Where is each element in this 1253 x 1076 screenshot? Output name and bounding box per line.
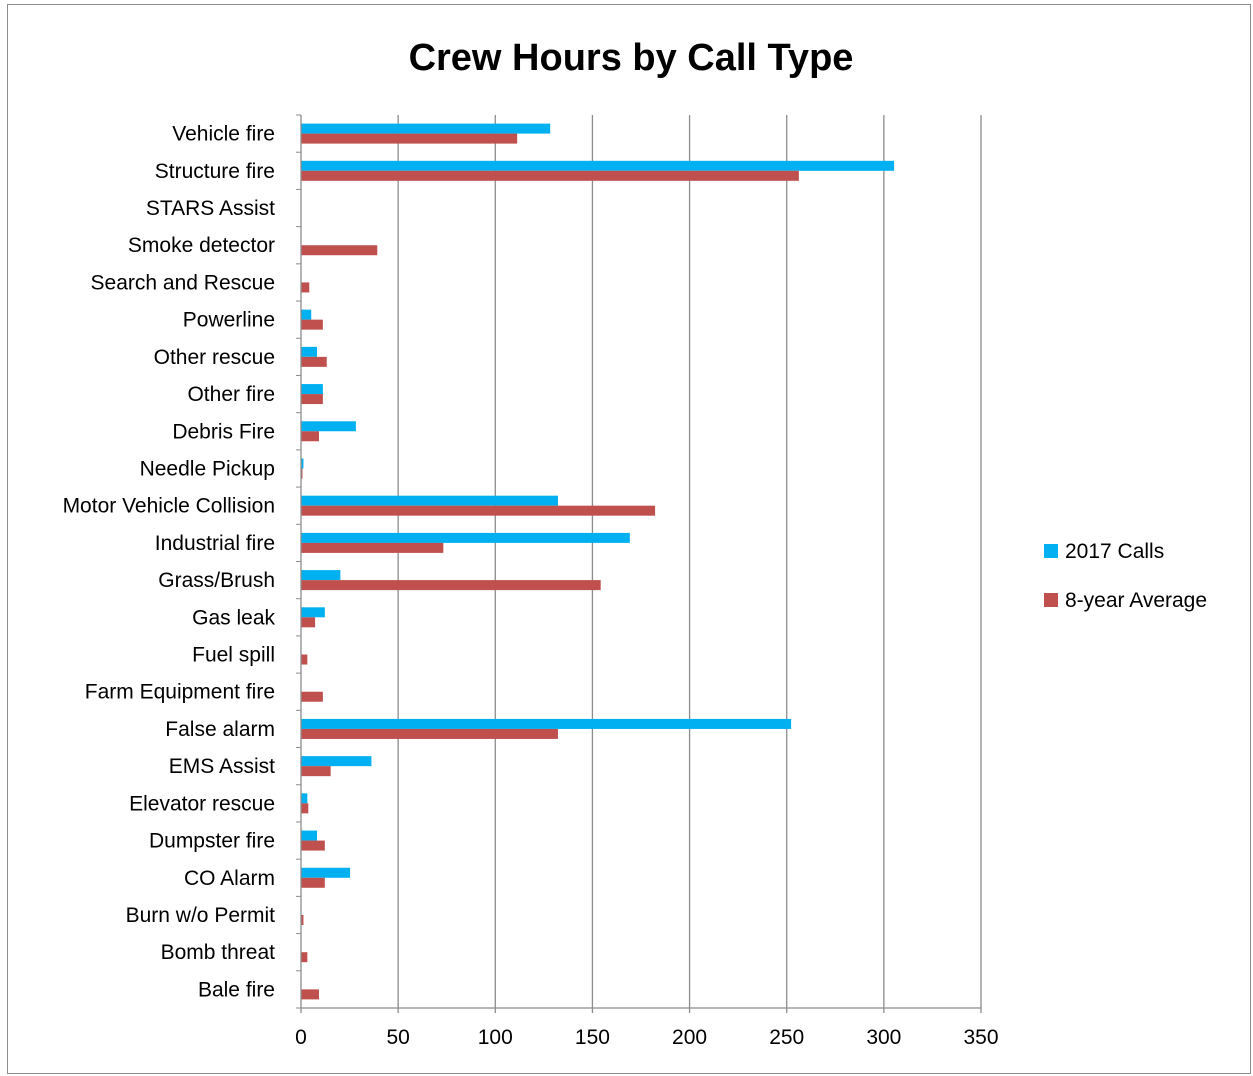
- category-labels: Vehicle fire Structure fire STARS Assist Sm…: [63, 123, 276, 1002]
- bar-2017-calls-other-fire: [301, 384, 323, 395]
- category-label-farm-equipment-fire: Farm Equipment fire: [85, 681, 275, 704]
- category-label-ems-assist: EMS Assist: [169, 755, 275, 778]
- bar-2017-calls-industrial-fire: [301, 532, 630, 543]
- category-label-smoke-detector: Smoke detector: [128, 234, 275, 257]
- category-label-false-alarm: False alarm: [165, 718, 275, 741]
- category-label-debris-fire: Debris Fire: [172, 420, 275, 443]
- bar-2017-calls-needle-pickup: [301, 458, 304, 469]
- category-label-industrial-fire: Industrial fire: [155, 532, 275, 555]
- bar-2017-calls-vehicle-fire: [301, 123, 551, 134]
- x-tick-label-200: 200: [672, 1026, 707, 1049]
- chart-frame: Crew Hours by Call Type Vehicle fire Stru…: [7, 4, 1251, 1074]
- chart-title: Crew Hours by Call Type: [409, 37, 854, 79]
- bar-8-year-average-farm-equipment-fire: [301, 691, 323, 702]
- legend-label-8-year-average: 8-year Average: [1065, 589, 1207, 612]
- bar-8-year-average-bale-fire: [301, 989, 319, 1000]
- category-label-search-and-rescue: Search and Rescue: [91, 271, 275, 294]
- bar-2017-calls-co-alarm: [301, 867, 351, 878]
- bar-8-year-average-smoke-detector: [301, 245, 378, 256]
- x-tick-label-100: 100: [478, 1026, 513, 1049]
- bar-8-year-average-motor-vehicle-collision: [301, 505, 656, 516]
- bar-8-year-average-powerline: [301, 319, 323, 330]
- category-label-other-fire: Other fire: [187, 383, 275, 406]
- category-label-burn-w-o-permit: Burn w/o Permit: [126, 904, 276, 927]
- bar-8-year-average-needle-pickup: [301, 468, 303, 479]
- axes: [296, 114, 982, 1013]
- x-tick-label-300: 300: [866, 1026, 901, 1049]
- category-label-structure-fire: Structure fire: [155, 160, 275, 183]
- bar-8-year-average-burn-w-o-permit: [301, 914, 304, 925]
- category-label-bomb-threat: Bomb threat: [161, 941, 276, 964]
- legend: 2017 Calls 8-year Average: [1044, 540, 1207, 612]
- category-label-stars-assist: STARS Assist: [146, 197, 275, 220]
- bar-2017-calls-other-rescue: [301, 346, 318, 357]
- category-label-co-alarm: CO Alarm: [184, 867, 275, 890]
- x-tick-labels: 0 50 100 150 200 250 300 350: [295, 1026, 998, 1049]
- x-tick-label-250: 250: [769, 1026, 804, 1049]
- bar-8-year-average-false-alarm: [301, 728, 558, 739]
- category-label-motor-vehicle-collision: Motor Vehicle Collision: [63, 495, 275, 518]
- legend-swatch-8-year-average: [1044, 593, 1058, 607]
- bar-2017-calls-ems-assist: [301, 756, 372, 767]
- bar-8-year-average-grass-brush: [301, 580, 601, 591]
- bar-8-year-average-structure-fire: [301, 170, 799, 181]
- x-tick-label-0: 0: [295, 1026, 307, 1049]
- category-label-powerline: Powerline: [183, 309, 275, 332]
- bar-8-year-average-dumpster-fire: [301, 840, 325, 851]
- bar-8-year-average-bomb-threat: [301, 952, 308, 963]
- bar-8-year-average-debris-fire: [301, 431, 319, 442]
- bar-2017-calls-gas-leak: [301, 607, 325, 618]
- bar-8-year-average-other-fire: [301, 394, 323, 405]
- bar-2017-calls-false-alarm: [301, 718, 792, 729]
- bar-8-year-average-elevator-rescue: [301, 803, 309, 814]
- bars: [301, 123, 895, 1000]
- legend-label-2017-calls: 2017 Calls: [1065, 540, 1164, 563]
- x-tick-label-150: 150: [575, 1026, 610, 1049]
- bar-8-year-average-industrial-fire: [301, 542, 444, 553]
- category-label-bale-fire: Bale fire: [198, 978, 275, 1001]
- bar-8-year-average-vehicle-fire: [301, 133, 518, 144]
- category-label-dumpster-fire: Dumpster fire: [149, 830, 275, 853]
- category-label-fuel-spill: Fuel spill: [192, 644, 275, 667]
- bar-2017-calls-structure-fire: [301, 160, 895, 171]
- bar-8-year-average-gas-leak: [301, 617, 316, 628]
- category-label-needle-pickup: Needle Pickup: [140, 457, 275, 480]
- category-label-vehicle-fire: Vehicle fire: [172, 123, 275, 146]
- x-tick-label-50: 50: [386, 1026, 409, 1049]
- bar-chart: Crew Hours by Call Type Vehicle fire Stru…: [63, 37, 1207, 1049]
- grid-lines: [397, 115, 982, 1008]
- bar-2017-calls-debris-fire: [301, 421, 356, 432]
- bar-8-year-average-co-alarm: [301, 877, 325, 888]
- bar-2017-calls-motor-vehicle-collision: [301, 495, 558, 506]
- bar-2017-calls-dumpster-fire: [301, 830, 318, 841]
- bar-8-year-average-other-rescue: [301, 356, 327, 367]
- bar-2017-calls-elevator-rescue: [301, 793, 308, 804]
- bar-8-year-average-fuel-spill: [301, 654, 308, 665]
- bar-8-year-average-search-and-rescue: [301, 282, 310, 293]
- x-tick-label-350: 350: [963, 1026, 998, 1049]
- category-label-elevator-rescue: Elevator rescue: [129, 792, 275, 815]
- bar-2017-calls-grass-brush: [301, 570, 341, 581]
- category-label-gas-leak: Gas leak: [192, 606, 275, 629]
- bar-8-year-average-ems-assist: [301, 766, 331, 777]
- category-label-other-rescue: Other rescue: [154, 346, 275, 369]
- legend-swatch-2017-calls: [1044, 544, 1058, 558]
- bar-2017-calls-powerline: [301, 309, 312, 320]
- category-label-grass-brush: Grass/Brush: [158, 569, 275, 592]
